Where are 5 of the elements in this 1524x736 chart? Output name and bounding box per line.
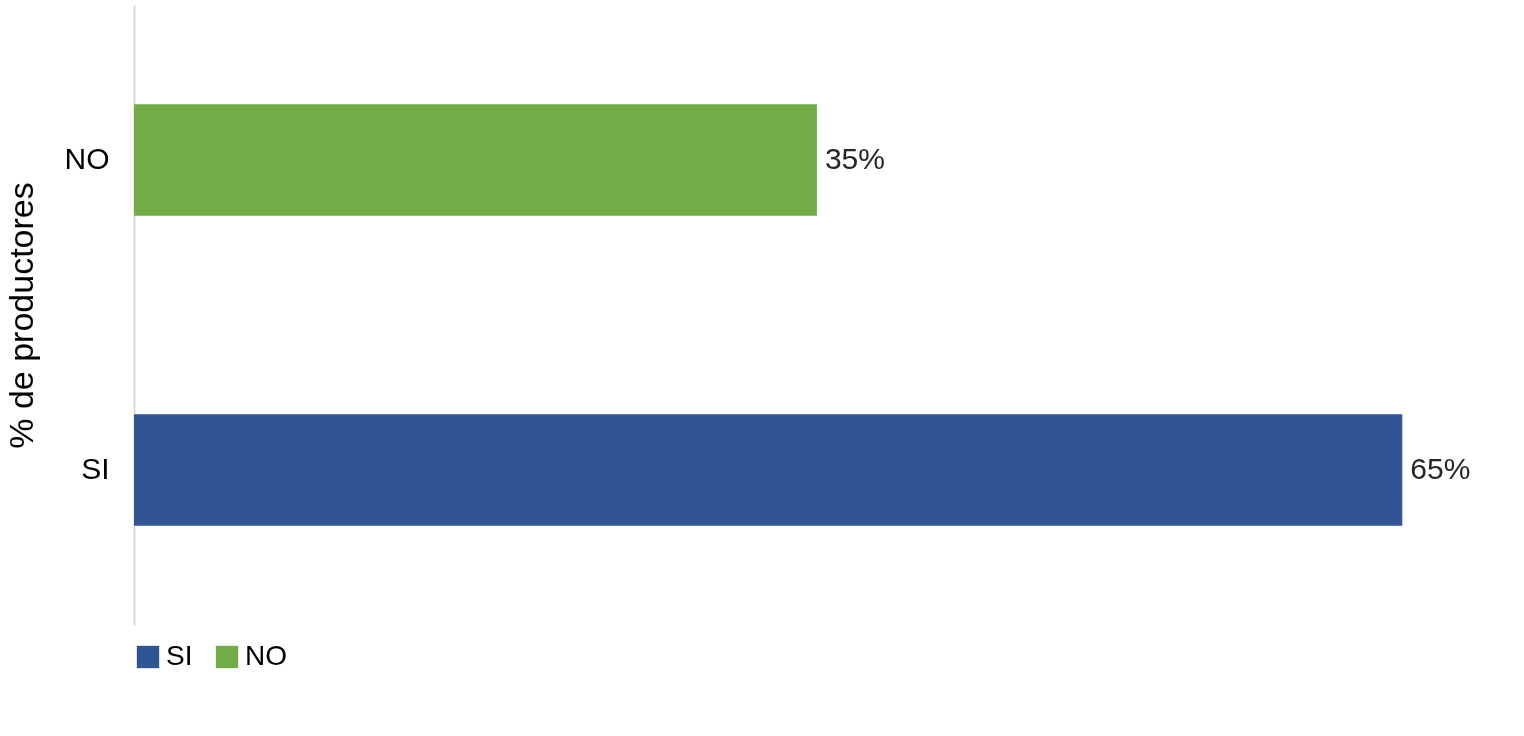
data-label: 35% (824, 142, 885, 175)
y-axis-title: % de productores (1, 182, 40, 449)
legend-label: SI (166, 640, 193, 671)
legend-label: NO (245, 640, 287, 671)
data-label: 65% (1410, 452, 1471, 485)
